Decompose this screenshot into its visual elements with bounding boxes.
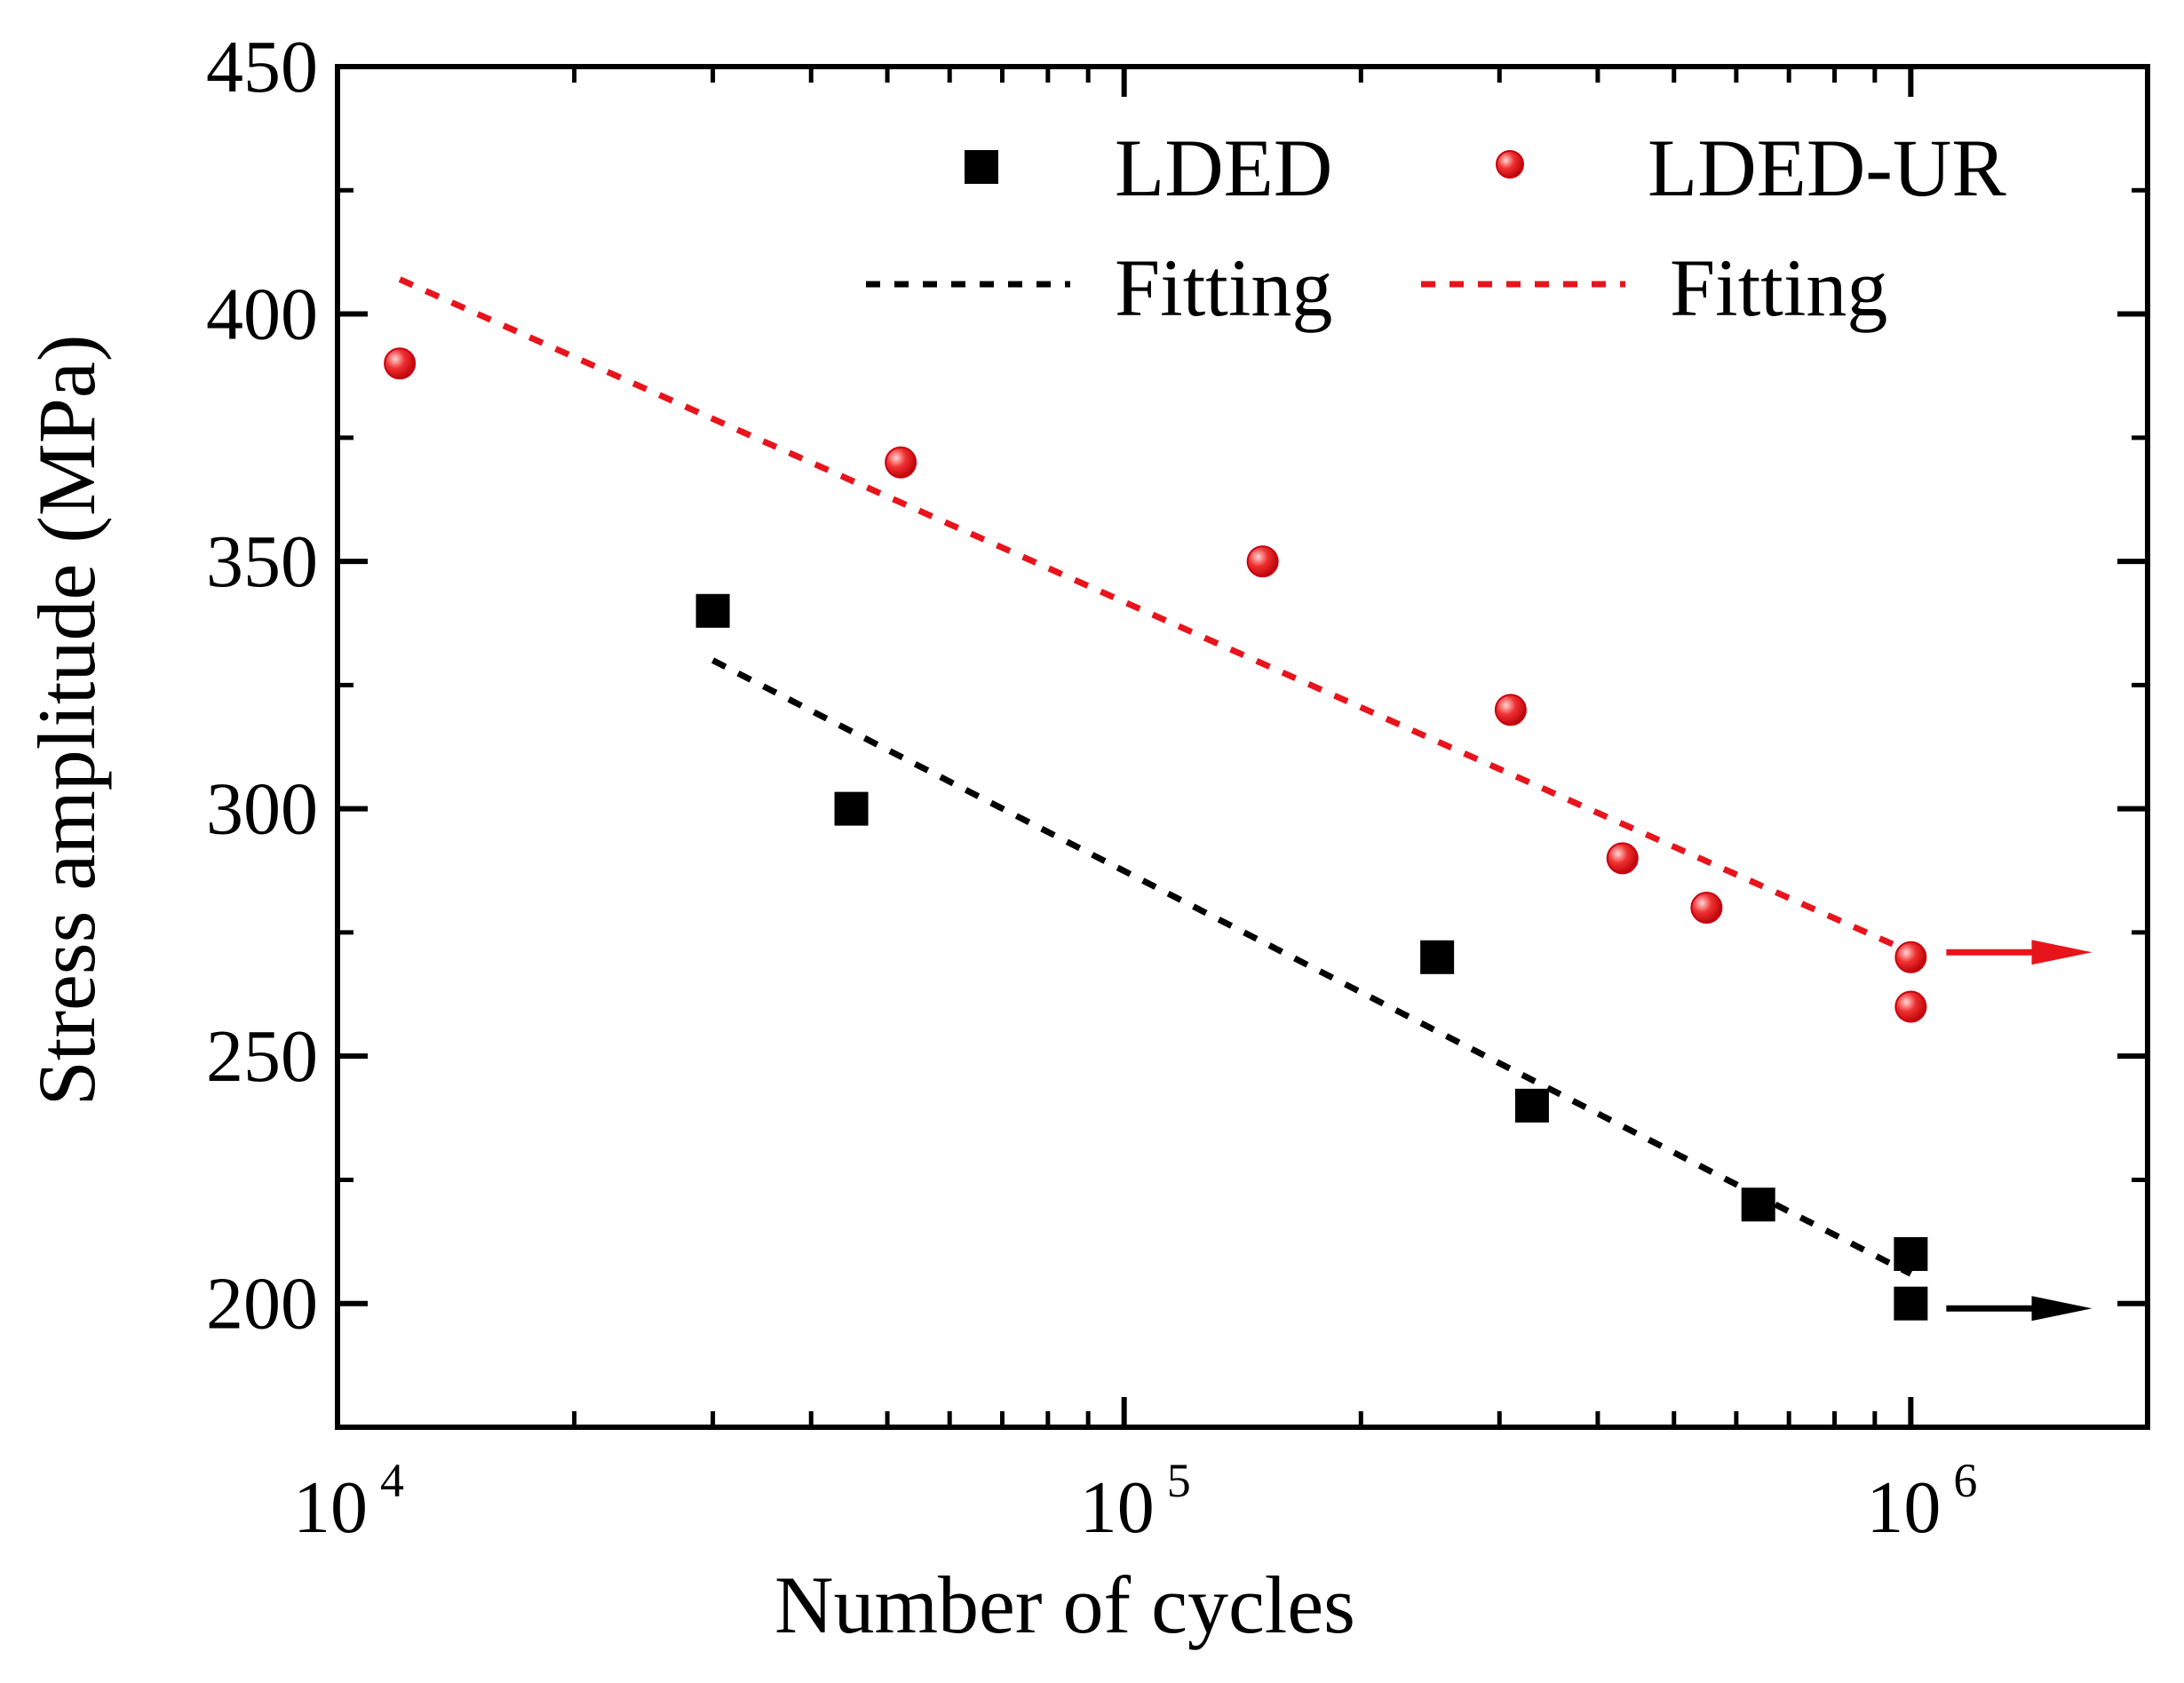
legend: LDED LDED-UR Fitting Fitting: [866, 123, 2006, 333]
y-tick-label: 250: [206, 1015, 318, 1098]
fit-line: [711, 657, 1912, 1277]
lded-ur-point: [1606, 842, 1639, 875]
lded-ur-point: [1494, 694, 1527, 726]
legend-lded-ur-marker: [1496, 150, 1524, 179]
x-tick-label: 10: [293, 1466, 368, 1549]
y-tick-label: 400: [206, 274, 318, 356]
fit-line: [398, 276, 1912, 956]
y-tick-label: 200: [206, 1263, 318, 1346]
runout-arrow-layer: [1946, 940, 2093, 1322]
y-tick-label: 350: [206, 520, 318, 603]
lded-ur-point: [885, 446, 917, 479]
lded-ur-point: [1894, 990, 1927, 1023]
legend-lded-label: LDED: [1115, 123, 1332, 213]
runout-arrow-head: [2031, 940, 2093, 965]
y-tick-label: 300: [206, 768, 318, 851]
x-tick-exponent: 5: [1167, 1454, 1191, 1507]
lded-ur-point: [1690, 892, 1723, 925]
x-tick-label: 10: [1080, 1466, 1155, 1549]
lded-point: [1894, 1237, 1928, 1272]
lded-ur-point: [1894, 941, 1927, 973]
x-tick-exponent: 6: [1953, 1454, 1977, 1507]
x-tick-label: 10: [1866, 1466, 1941, 1549]
lded-point: [1741, 1187, 1775, 1222]
y-axis-title: Stress amplitude (MPa): [21, 335, 112, 1107]
fit-line-layer: [398, 276, 1912, 1277]
x-tick-exponent: 4: [380, 1454, 404, 1507]
lded-point: [1420, 940, 1455, 974]
lded-point: [1514, 1088, 1549, 1123]
legend-lded-marker: [965, 150, 998, 184]
legend-fit-black-label: Fitting: [1115, 242, 1332, 333]
x-axis-title: Number of cycles: [774, 1560, 1355, 1650]
lded-ur-point: [384, 347, 417, 380]
legend-fit-red-label: Fitting: [1670, 242, 1887, 333]
lded-point: [834, 791, 869, 826]
runout-arrow-head: [2031, 1296, 2093, 1322]
data-point-layer: [384, 347, 1928, 1321]
lded-point: [695, 593, 730, 628]
y-tick-label: 450: [206, 26, 318, 108]
plot-frame: [335, 64, 2150, 1430]
lded-point: [1894, 1286, 1928, 1321]
lded-ur-point: [1246, 545, 1279, 578]
legend-lded-ur-label: LDED-UR: [1648, 123, 2006, 213]
